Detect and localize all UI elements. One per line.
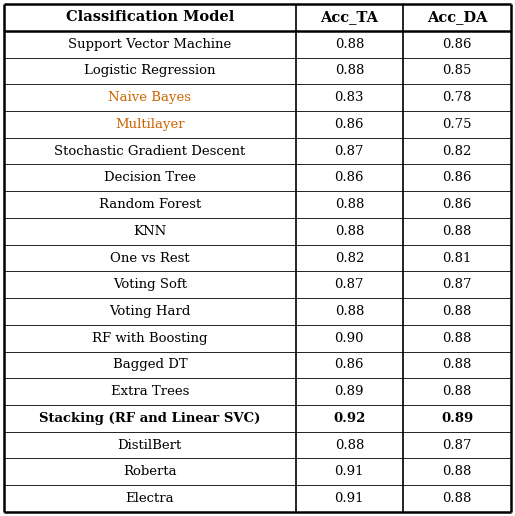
Text: 0.88: 0.88 xyxy=(442,465,472,478)
Text: 0.88: 0.88 xyxy=(335,64,364,77)
Text: RF with Boosting: RF with Boosting xyxy=(92,332,208,345)
Text: Stochastic Gradient Descent: Stochastic Gradient Descent xyxy=(54,144,246,157)
Text: Electra: Electra xyxy=(126,492,174,505)
Text: 0.88: 0.88 xyxy=(335,225,364,238)
Text: 0.87: 0.87 xyxy=(335,144,364,157)
Text: 0.88: 0.88 xyxy=(442,332,472,345)
Text: 0.88: 0.88 xyxy=(442,492,472,505)
Text: 0.92: 0.92 xyxy=(333,412,366,425)
Text: 0.81: 0.81 xyxy=(442,251,472,265)
Text: 0.88: 0.88 xyxy=(442,385,472,398)
Text: 0.88: 0.88 xyxy=(442,359,472,372)
Text: 0.87: 0.87 xyxy=(335,278,364,291)
Text: 0.82: 0.82 xyxy=(442,144,472,157)
Text: 0.75: 0.75 xyxy=(442,118,472,131)
Text: Acc_TA: Acc_TA xyxy=(320,10,379,24)
Text: 0.88: 0.88 xyxy=(335,439,364,452)
Text: KNN: KNN xyxy=(133,225,166,238)
Text: 0.86: 0.86 xyxy=(442,171,472,184)
Text: Bagged DT: Bagged DT xyxy=(112,359,187,372)
Text: 0.86: 0.86 xyxy=(335,118,364,131)
Text: 0.86: 0.86 xyxy=(335,359,364,372)
Text: 0.88: 0.88 xyxy=(335,38,364,51)
Text: DistilBert: DistilBert xyxy=(118,439,182,452)
Text: Random Forest: Random Forest xyxy=(99,198,201,211)
Text: 0.91: 0.91 xyxy=(335,465,364,478)
Text: One vs Rest: One vs Rest xyxy=(110,251,190,265)
Text: Voting Soft: Voting Soft xyxy=(113,278,187,291)
Text: Classification Model: Classification Model xyxy=(65,10,234,24)
Text: 0.86: 0.86 xyxy=(442,38,472,51)
Text: 0.86: 0.86 xyxy=(442,198,472,211)
Text: 0.89: 0.89 xyxy=(335,385,364,398)
Text: 0.86: 0.86 xyxy=(335,171,364,184)
Text: 0.89: 0.89 xyxy=(441,412,473,425)
Text: 0.90: 0.90 xyxy=(335,332,364,345)
Text: Extra Trees: Extra Trees xyxy=(111,385,189,398)
Text: Stacking (RF and Linear SVC): Stacking (RF and Linear SVC) xyxy=(39,412,261,425)
Text: Decision Tree: Decision Tree xyxy=(104,171,196,184)
Text: 0.88: 0.88 xyxy=(442,225,472,238)
Text: Roberta: Roberta xyxy=(123,465,177,478)
Text: Logistic Regression: Logistic Regression xyxy=(84,64,216,77)
Text: Support Vector Machine: Support Vector Machine xyxy=(68,38,231,51)
Text: Acc_DA: Acc_DA xyxy=(427,10,487,24)
Text: 0.83: 0.83 xyxy=(335,91,364,104)
Text: 0.88: 0.88 xyxy=(335,198,364,211)
Text: 0.88: 0.88 xyxy=(442,305,472,318)
Text: Naive Bayes: Naive Bayes xyxy=(108,91,191,104)
Text: 0.87: 0.87 xyxy=(442,278,472,291)
Text: Voting Hard: Voting Hard xyxy=(109,305,191,318)
Text: 0.85: 0.85 xyxy=(442,64,472,77)
Text: 0.88: 0.88 xyxy=(335,305,364,318)
Text: 0.91: 0.91 xyxy=(335,492,364,505)
Text: 0.78: 0.78 xyxy=(442,91,472,104)
Text: Multilayer: Multilayer xyxy=(115,118,184,131)
Text: 0.82: 0.82 xyxy=(335,251,364,265)
Text: 0.87: 0.87 xyxy=(442,439,472,452)
